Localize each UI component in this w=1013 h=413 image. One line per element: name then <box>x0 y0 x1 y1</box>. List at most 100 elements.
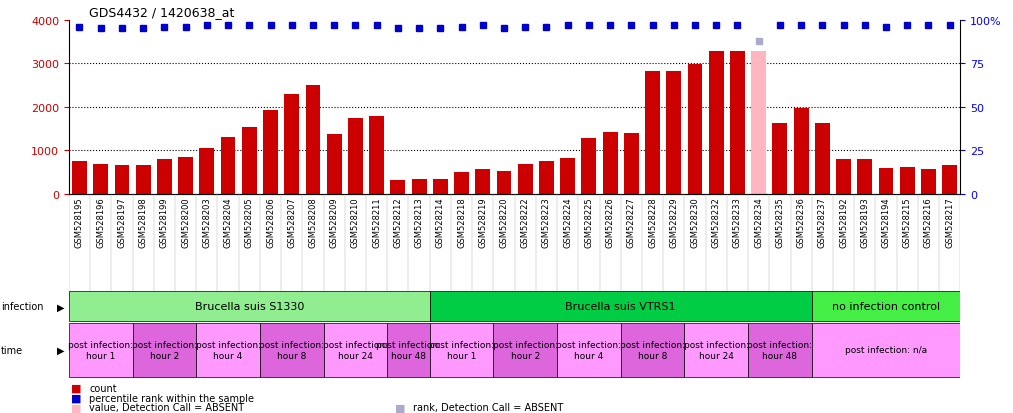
Bar <box>942 166 957 194</box>
Bar <box>430 323 493 377</box>
Text: post infection:
hour 48: post infection: hour 48 <box>748 340 812 360</box>
Text: GSM528225: GSM528225 <box>585 197 594 247</box>
Text: ■: ■ <box>71 383 81 393</box>
Text: GSM528210: GSM528210 <box>350 197 360 247</box>
Text: post infection:
hour 1: post infection: hour 1 <box>430 340 494 360</box>
Text: GSM528203: GSM528203 <box>203 197 212 248</box>
Bar <box>323 323 387 377</box>
Text: Brucella suis VTRS1: Brucella suis VTRS1 <box>565 301 676 312</box>
Text: value, Detection Call = ABSENT: value, Detection Call = ABSENT <box>89 402 244 412</box>
Text: GSM528208: GSM528208 <box>309 197 317 248</box>
Text: GSM528228: GSM528228 <box>648 197 657 248</box>
Text: GSM528217: GSM528217 <box>945 197 954 248</box>
Bar <box>263 111 278 194</box>
Bar <box>93 165 108 194</box>
Text: GSM528230: GSM528230 <box>691 197 700 248</box>
Text: post infection:
hour 24: post infection: hour 24 <box>684 340 749 360</box>
Bar <box>221 137 235 194</box>
Text: ■: ■ <box>395 402 405 412</box>
Bar <box>688 65 702 194</box>
Text: Brucella suis S1330: Brucella suis S1330 <box>194 301 304 312</box>
Text: percentile rank within the sample: percentile rank within the sample <box>89 393 254 403</box>
Bar <box>878 169 893 194</box>
Bar <box>433 180 448 194</box>
Text: time: time <box>1 345 23 355</box>
Bar <box>857 160 872 194</box>
Bar <box>136 166 151 194</box>
Bar <box>114 166 130 194</box>
Bar <box>811 323 960 377</box>
Text: GSM528213: GSM528213 <box>414 197 423 248</box>
Text: GSM528207: GSM528207 <box>288 197 296 248</box>
Text: post infection: n/a: post infection: n/a <box>845 346 927 354</box>
Text: GSM528209: GSM528209 <box>329 197 338 247</box>
Bar <box>748 323 811 377</box>
Text: count: count <box>89 383 116 393</box>
Bar <box>581 139 597 194</box>
Text: infection: infection <box>1 301 44 312</box>
Bar <box>430 292 811 321</box>
Text: GSM528211: GSM528211 <box>372 197 381 247</box>
Bar <box>836 159 851 194</box>
Text: GSM528232: GSM528232 <box>712 197 720 248</box>
Bar <box>752 52 766 194</box>
Text: ■: ■ <box>71 402 81 412</box>
Text: GSM528224: GSM528224 <box>563 197 572 247</box>
Bar <box>390 180 405 194</box>
Bar <box>794 109 808 194</box>
Text: post infection:
hour 4: post infection: hour 4 <box>196 340 260 360</box>
Text: ▶: ▶ <box>58 345 65 355</box>
Text: GSM528193: GSM528193 <box>860 197 869 248</box>
Bar <box>69 292 430 321</box>
Bar <box>327 135 341 194</box>
Text: GSM528206: GSM528206 <box>266 197 275 248</box>
Text: GSM528197: GSM528197 <box>118 197 127 248</box>
Bar <box>539 161 554 194</box>
Text: ▶: ▶ <box>58 301 65 312</box>
Bar <box>387 323 430 377</box>
Text: GSM528229: GSM528229 <box>670 197 679 247</box>
Bar <box>814 124 830 194</box>
Bar <box>197 323 260 377</box>
Bar <box>369 117 384 194</box>
Text: post infection:
hour 24: post infection: hour 24 <box>323 340 388 360</box>
Bar <box>773 123 787 194</box>
Text: GSM528235: GSM528235 <box>775 197 784 248</box>
Bar <box>730 52 745 194</box>
Bar <box>306 86 320 194</box>
Text: GSM528212: GSM528212 <box>393 197 402 247</box>
Text: GSM528194: GSM528194 <box>881 197 890 247</box>
Bar <box>200 149 215 194</box>
Bar <box>645 72 660 194</box>
Text: GSM528227: GSM528227 <box>627 197 636 248</box>
Bar <box>69 323 133 377</box>
Text: post infection:
hour 4: post infection: hour 4 <box>556 340 621 360</box>
Bar <box>811 292 960 321</box>
Text: GSM528220: GSM528220 <box>499 197 509 247</box>
Text: post infection:
hour 8: post infection: hour 8 <box>620 340 685 360</box>
Bar <box>621 323 685 377</box>
Text: GSM528216: GSM528216 <box>924 197 933 248</box>
Bar <box>685 323 748 377</box>
Text: ■: ■ <box>71 393 81 403</box>
Bar <box>603 133 618 194</box>
Text: GSM528192: GSM528192 <box>839 197 848 247</box>
Bar <box>900 168 915 194</box>
Bar <box>72 161 87 194</box>
Bar <box>260 323 323 377</box>
Text: GSM528205: GSM528205 <box>245 197 254 247</box>
Text: GSM528218: GSM528218 <box>457 197 466 248</box>
Bar <box>496 171 512 194</box>
Text: GSM528234: GSM528234 <box>755 197 763 248</box>
Bar <box>624 134 639 194</box>
Bar <box>285 95 299 194</box>
Text: post infection:
hour 2: post infection: hour 2 <box>492 340 558 360</box>
Bar <box>475 170 490 194</box>
Text: GSM528226: GSM528226 <box>606 197 615 248</box>
Bar <box>242 128 256 194</box>
Bar <box>411 180 426 194</box>
Text: GSM528236: GSM528236 <box>796 197 805 248</box>
Bar <box>493 323 557 377</box>
Text: rank, Detection Call = ABSENT: rank, Detection Call = ABSENT <box>413 402 563 412</box>
Bar <box>557 323 621 377</box>
